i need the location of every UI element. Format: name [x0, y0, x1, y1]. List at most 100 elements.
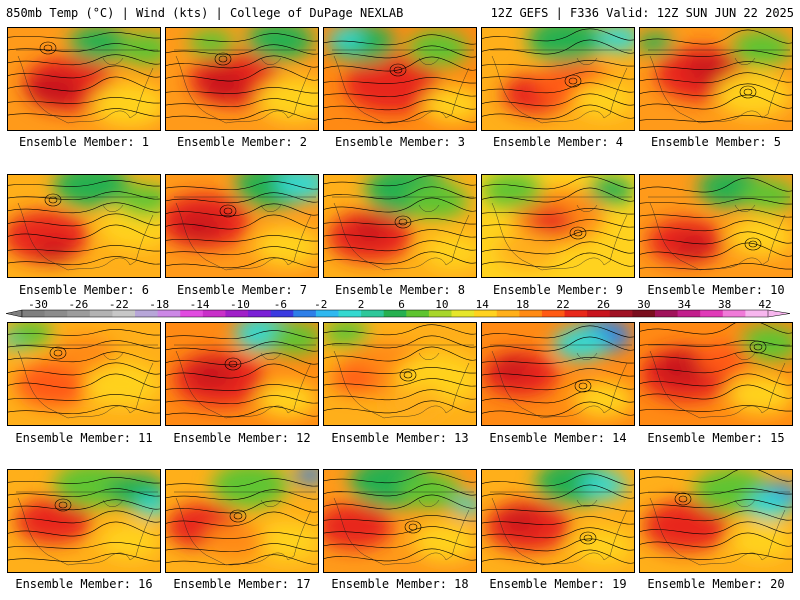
- map-field: [640, 323, 792, 425]
- member-caption: Ensemble Member: 11: [15, 431, 153, 445]
- colorbar-swatch: [315, 310, 339, 317]
- colorbar-swatch: [406, 310, 430, 317]
- height-contours: [324, 34, 476, 124]
- colorbar-swatch: [157, 310, 181, 317]
- ensemble-map-10: [639, 174, 793, 278]
- member-caption: Ensemble Member: 9: [492, 283, 624, 297]
- colorbar-tick-label: -26: [68, 298, 88, 311]
- member-caption: Ensemble Member: 13: [331, 431, 469, 445]
- boundaries: [332, 344, 474, 419]
- ensemble-map-1: [7, 27, 161, 131]
- boundaries: [490, 491, 632, 566]
- colorbar-swatch: [112, 310, 136, 317]
- height-contours: [8, 329, 160, 414]
- chart-title: 850mb Temp (°C) | Wind (kts) | College o…: [6, 6, 404, 20]
- ensemble-map-19: [481, 469, 635, 573]
- ensemble-map-7: [165, 174, 319, 278]
- boundaries: [16, 49, 158, 124]
- map-field: [640, 470, 792, 572]
- member-caption: Ensemble Member: 4: [492, 135, 624, 149]
- height-contours: [324, 324, 476, 414]
- colorbar-tick-label: 18: [516, 298, 529, 311]
- ensemble-map-14: [481, 322, 635, 426]
- colorbar-swatch: [383, 310, 407, 317]
- colorbar-swatch: [677, 310, 701, 317]
- height-contours: [640, 323, 792, 412]
- colorbar-swatch: [722, 310, 746, 317]
- colorbar-swatch: [587, 310, 611, 317]
- map-field: [324, 470, 476, 572]
- ensemble-map-8: [323, 174, 477, 278]
- boundaries: [490, 344, 632, 419]
- colorbar-tick-label: -2: [314, 298, 327, 311]
- colorbar-tick-label: 30: [637, 298, 650, 311]
- height-contours: [324, 472, 476, 562]
- member-caption: Ensemble Member: 3: [334, 135, 466, 149]
- run-valid-time: 12Z GEFS | F336 Valid: 12Z SUN JUN 22 20…: [490, 6, 794, 20]
- colorbar-swatch: [451, 310, 475, 317]
- colorbar-tick-label: 26: [597, 298, 610, 311]
- height-contours: [324, 175, 476, 265]
- colorbar-tick-label: 22: [556, 298, 569, 311]
- colorbar-swatch: [609, 310, 633, 317]
- colorbar-swatch: [541, 310, 566, 317]
- height-contours: [166, 33, 318, 121]
- height-contours: [8, 180, 160, 265]
- colorbar-swatch: [135, 310, 159, 317]
- member-caption: Ensemble Member: 5: [650, 135, 782, 149]
- boundaries: [332, 49, 474, 124]
- height-contours: [166, 330, 318, 418]
- colorbar-tick-label: 42: [758, 298, 771, 311]
- member-caption: Ensemble Member: 7: [176, 283, 308, 297]
- colorbar-swatch: [270, 310, 294, 317]
- map-field: [324, 28, 476, 130]
- colorbar-tick-label: -18: [149, 298, 169, 311]
- colorbar-swatch: [474, 310, 498, 317]
- colorbar-swatch: [428, 310, 453, 317]
- colorbar-graphic: -30 -26 -22 -18 -14 -10 -6 -2 2 6 10 14 18 22 26 30 34 38…: [5, 298, 791, 318]
- map-field: [482, 470, 634, 572]
- map-field: [324, 323, 476, 425]
- ensemble-map-13: [323, 322, 477, 426]
- map-field: [482, 28, 634, 130]
- colorbar-arrow-left: [5, 309, 23, 318]
- colorbar-tick-label: 2: [358, 298, 365, 311]
- height-contours: [640, 29, 792, 122]
- boundaries: [332, 196, 474, 271]
- height-contours: [640, 177, 792, 270]
- colorbar-tick-label: 10: [435, 298, 448, 311]
- member-caption: Ensemble Member: 1: [18, 135, 150, 149]
- colorbar-swatch: [248, 310, 272, 317]
- boundaries: [16, 196, 158, 271]
- member-caption: Ensemble Member: 2: [176, 135, 308, 149]
- colorbar-tick-label: -22: [109, 298, 129, 311]
- ensemble-map-2: [165, 27, 319, 131]
- colorbar-swatch: [225, 310, 249, 317]
- boundaries: [490, 196, 632, 271]
- colorbar-swatch: [180, 310, 204, 317]
- member-caption: Ensemble Member: 8: [334, 283, 466, 297]
- map-field: [8, 470, 160, 572]
- member-caption: Ensemble Member: 15: [647, 431, 785, 445]
- map-field: [166, 470, 318, 572]
- colorbar-swatch: [519, 310, 543, 317]
- member-caption: Ensemble Member: 12: [173, 431, 311, 445]
- member-caption: Ensemble Member: 16: [15, 577, 153, 591]
- ensemble-map-11: [7, 322, 161, 426]
- colorbar-tick-label: -10: [230, 298, 250, 311]
- boundaries: [648, 196, 790, 271]
- boundaries: [174, 49, 316, 124]
- colorbar-swatch: [564, 310, 588, 317]
- colorbar-swatch: [293, 310, 317, 317]
- map-field: [166, 28, 318, 130]
- ensemble-map-3: [323, 27, 477, 131]
- map-field: [166, 175, 318, 277]
- colorbar-swatch: [361, 310, 385, 317]
- ensemble-map-4: [481, 27, 635, 131]
- boundaries: [332, 491, 474, 566]
- height-contours: [166, 478, 318, 566]
- colorbar-tick-label: 6: [398, 298, 405, 311]
- height-contours: [482, 325, 634, 417]
- colorbar-swatch: [67, 310, 91, 317]
- height-contours: [482, 28, 634, 120]
